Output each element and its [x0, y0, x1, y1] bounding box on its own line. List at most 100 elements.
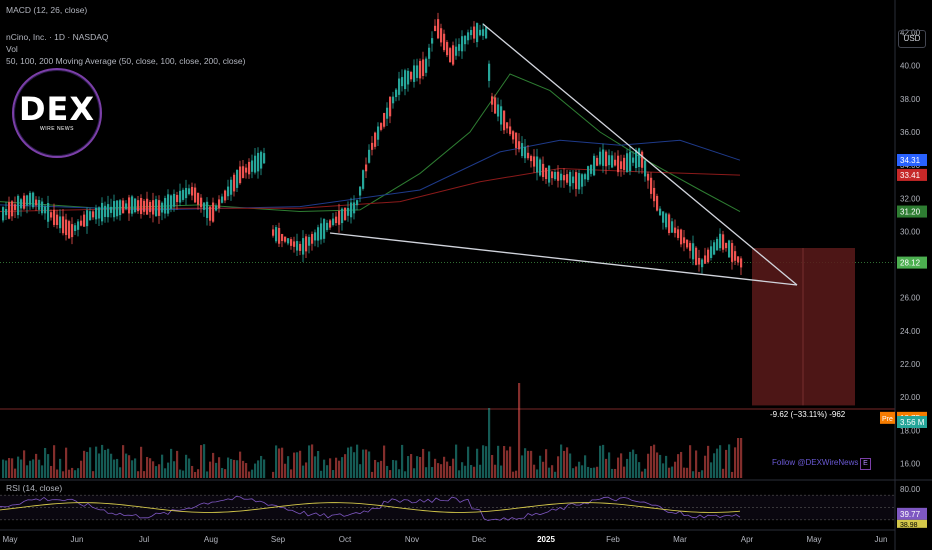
volume-bar	[14, 468, 17, 478]
rsi-line	[0, 496, 741, 521]
candle-body	[740, 258, 743, 268]
volume-bar	[257, 460, 260, 478]
candle-body	[647, 173, 650, 181]
follow-link[interactable]: Follow @DEXWireNews	[772, 458, 859, 467]
volume-bar	[602, 444, 605, 478]
volume-bar	[176, 450, 179, 478]
y-tick-label: 38.00	[900, 95, 921, 104]
y-tick-label: 42.00	[900, 29, 921, 38]
volume-bar	[305, 462, 308, 478]
candle-body	[599, 151, 602, 165]
candle-body	[368, 149, 371, 163]
volume-bar	[530, 450, 533, 478]
volume-bar	[287, 456, 290, 478]
candle-body	[197, 192, 200, 205]
volume-bar	[494, 464, 497, 478]
candle-body	[143, 200, 146, 212]
volume-bar	[719, 445, 722, 478]
candle-body	[434, 25, 437, 32]
volume-bar	[56, 469, 59, 478]
volume-bar	[101, 444, 104, 478]
volume-bar	[377, 462, 380, 478]
candle-body	[581, 174, 584, 187]
candle-body	[11, 201, 14, 217]
candle-body	[590, 164, 593, 174]
candle-body	[50, 212, 53, 218]
ma50-line	[0, 73, 741, 213]
volume-bar	[158, 464, 161, 478]
candle-body	[614, 159, 617, 166]
volume-bar	[293, 452, 296, 478]
candle-body	[128, 197, 131, 214]
candle-body	[725, 242, 728, 249]
volume-bar	[191, 465, 194, 478]
candle-body	[458, 44, 461, 51]
candle-body	[275, 227, 278, 242]
price-label-bg	[897, 205, 927, 218]
volume-bar	[212, 452, 215, 478]
volume-bar	[593, 467, 596, 478]
volume-bar	[104, 449, 107, 478]
candle-body	[707, 249, 710, 263]
candle-body	[509, 126, 512, 135]
volume-bar	[698, 471, 701, 478]
candle-body	[659, 208, 662, 216]
candle-body	[521, 143, 524, 157]
candle-body	[341, 208, 344, 224]
candle-body	[716, 238, 719, 251]
volume-bar	[707, 445, 710, 478]
y-tick-label: 20.00	[900, 393, 921, 402]
candle-body	[308, 237, 311, 246]
volume-bar	[710, 462, 713, 478]
price-label-bg	[897, 154, 927, 167]
price-label-prefix-bg	[880, 411, 895, 424]
candle-body	[674, 227, 677, 234]
volume-bar	[422, 448, 425, 478]
candle-body	[632, 157, 635, 163]
candle-body	[176, 194, 179, 203]
volume-bar	[200, 445, 203, 478]
volume-bar	[167, 462, 170, 478]
volume-bar	[65, 447, 68, 478]
volume-bar	[80, 460, 83, 478]
currency-button[interactable]: USD	[898, 30, 926, 48]
candle-body	[488, 63, 491, 81]
volume-bar	[740, 438, 743, 478]
volume-bar	[59, 458, 62, 478]
ma100-line	[0, 139, 741, 211]
candle-body	[737, 256, 740, 263]
candle-body	[371, 142, 374, 150]
volume-bar	[632, 449, 635, 478]
candle-body	[380, 123, 383, 130]
candle-body	[347, 207, 350, 216]
volume-bar	[734, 447, 737, 478]
volume-bar	[500, 465, 503, 478]
candle-body	[350, 202, 353, 218]
candle-body	[230, 179, 233, 195]
candle-body	[428, 47, 431, 59]
candle-body	[533, 156, 536, 167]
candle-body	[149, 201, 152, 213]
volume-bar	[629, 451, 632, 478]
volume-bar	[704, 455, 707, 478]
volume-bar	[413, 468, 416, 478]
candle-body	[134, 198, 137, 213]
volume-bar	[365, 449, 368, 478]
upper-trendline	[482, 23, 798, 286]
candle-body	[623, 157, 626, 170]
volume-bar	[542, 461, 545, 478]
volume-bar	[83, 450, 86, 478]
volume-bar	[548, 467, 551, 478]
logo-main-text: DEX	[18, 90, 96, 128]
price-label-bg	[897, 416, 927, 428]
candle-body	[545, 167, 548, 180]
volume-bar	[449, 466, 452, 478]
volume-bar	[92, 471, 95, 478]
volume-bar	[314, 456, 317, 478]
candle-body	[386, 107, 389, 119]
logo-sub-text: WIRE NEWS	[40, 126, 74, 132]
volume-bar	[455, 444, 458, 478]
candle-body	[395, 89, 398, 98]
volume-bar	[521, 455, 524, 478]
